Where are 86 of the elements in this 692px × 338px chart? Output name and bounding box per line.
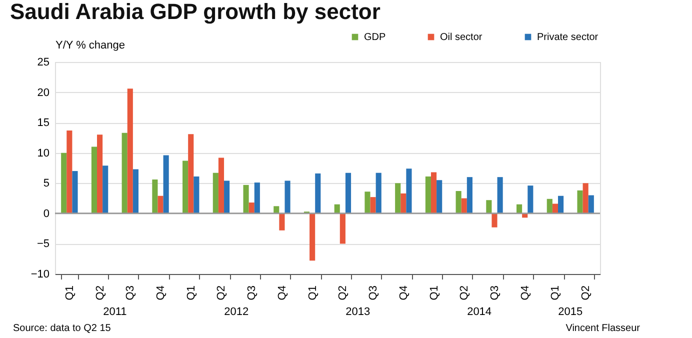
bar bbox=[466, 177, 472, 214]
y-tick-label: −5 bbox=[36, 238, 50, 250]
bar bbox=[376, 172, 382, 214]
bar bbox=[122, 132, 128, 214]
bar bbox=[132, 169, 138, 214]
bar bbox=[61, 152, 67, 214]
bar bbox=[340, 213, 346, 244]
y-tick-label: 5 bbox=[43, 178, 50, 190]
y-tick-label: 25 bbox=[37, 56, 50, 68]
bar bbox=[492, 213, 498, 228]
bar bbox=[370, 197, 376, 214]
x-tick-label: Q3 bbox=[124, 286, 137, 300]
y-axis-title: Y/Y % change bbox=[56, 40, 126, 52]
bar bbox=[152, 180, 158, 214]
bar bbox=[218, 158, 224, 214]
bar bbox=[436, 180, 442, 214]
x-tick-label: Q2 bbox=[94, 286, 106, 300]
bar bbox=[461, 198, 467, 214]
bar bbox=[72, 171, 78, 214]
text: 2013 bbox=[346, 306, 370, 318]
x-tick-label: Q3 bbox=[368, 286, 380, 300]
bar bbox=[558, 196, 564, 214]
bar bbox=[243, 184, 249, 214]
x-tick-label: Q2 bbox=[337, 286, 350, 300]
bar bbox=[158, 196, 164, 214]
bar bbox=[546, 198, 552, 214]
y-tick-label: −10 bbox=[30, 268, 50, 280]
bar bbox=[588, 195, 594, 214]
bar bbox=[364, 192, 370, 214]
text: 2014 bbox=[467, 306, 492, 318]
bar bbox=[163, 155, 169, 214]
bar bbox=[577, 190, 583, 214]
text: Vincent Flasseur bbox=[566, 323, 641, 334]
text: 2015 bbox=[558, 306, 583, 318]
x-tick-label: Q2 bbox=[458, 286, 471, 300]
x-tick-label: Q4 bbox=[276, 286, 288, 300]
bar bbox=[497, 177, 503, 214]
y-tick-label: 20 bbox=[37, 86, 50, 99]
bar bbox=[310, 213, 316, 261]
x-tick-label: Q4 bbox=[519, 286, 532, 300]
bar bbox=[127, 88, 133, 214]
x-tick-label: Q1 bbox=[64, 286, 76, 300]
text: 2011 bbox=[103, 306, 127, 318]
legend-label: Oil sector bbox=[440, 32, 483, 43]
y-tick-label: 15 bbox=[37, 117, 50, 130]
bar bbox=[315, 173, 321, 214]
x-tick-label: Q1 bbox=[428, 286, 440, 300]
bar bbox=[406, 168, 412, 214]
legend-label: GDP bbox=[364, 32, 386, 43]
x-tick-label: Q2 bbox=[580, 286, 592, 300]
chart-title: Saudi Arabia GDP growth by sector bbox=[10, 0, 381, 24]
x-tick-label: Q2 bbox=[216, 286, 228, 300]
bar bbox=[212, 172, 218, 214]
bar bbox=[91, 146, 97, 214]
source-note: Source: data to Q2 15 bbox=[13, 323, 112, 334]
bar bbox=[194, 176, 200, 214]
bar bbox=[97, 134, 103, 214]
bar bbox=[182, 160, 188, 214]
bar bbox=[528, 186, 534, 214]
bar bbox=[486, 200, 492, 214]
text: 2012 bbox=[224, 306, 249, 318]
bar bbox=[400, 193, 406, 214]
y-tick-label: 10 bbox=[37, 147, 50, 160]
x-tick-label: Q3 bbox=[488, 286, 501, 300]
bar bbox=[188, 134, 194, 214]
bar bbox=[248, 202, 254, 214]
bar bbox=[66, 130, 72, 214]
x-tick-label: Q1 bbox=[185, 286, 198, 300]
bar bbox=[224, 180, 230, 214]
y-tick-label: 0 bbox=[43, 208, 50, 220]
bar bbox=[254, 182, 260, 214]
x-tick-label: Q1 bbox=[306, 286, 319, 300]
bar bbox=[425, 176, 431, 214]
legend-label: Private sector bbox=[537, 32, 599, 43]
bar bbox=[279, 213, 285, 230]
x-tick-label: Q4 bbox=[398, 286, 410, 300]
bar bbox=[456, 191, 462, 214]
bar bbox=[102, 166, 108, 214]
x-tick-label: Q3 bbox=[246, 286, 258, 300]
x-tick-label: Q4 bbox=[155, 286, 168, 300]
bar bbox=[395, 183, 401, 214]
bar bbox=[345, 172, 352, 214]
bar bbox=[582, 183, 588, 214]
bar bbox=[284, 180, 290, 214]
bar bbox=[430, 172, 437, 214]
x-tick-label: Q1 bbox=[550, 286, 562, 300]
